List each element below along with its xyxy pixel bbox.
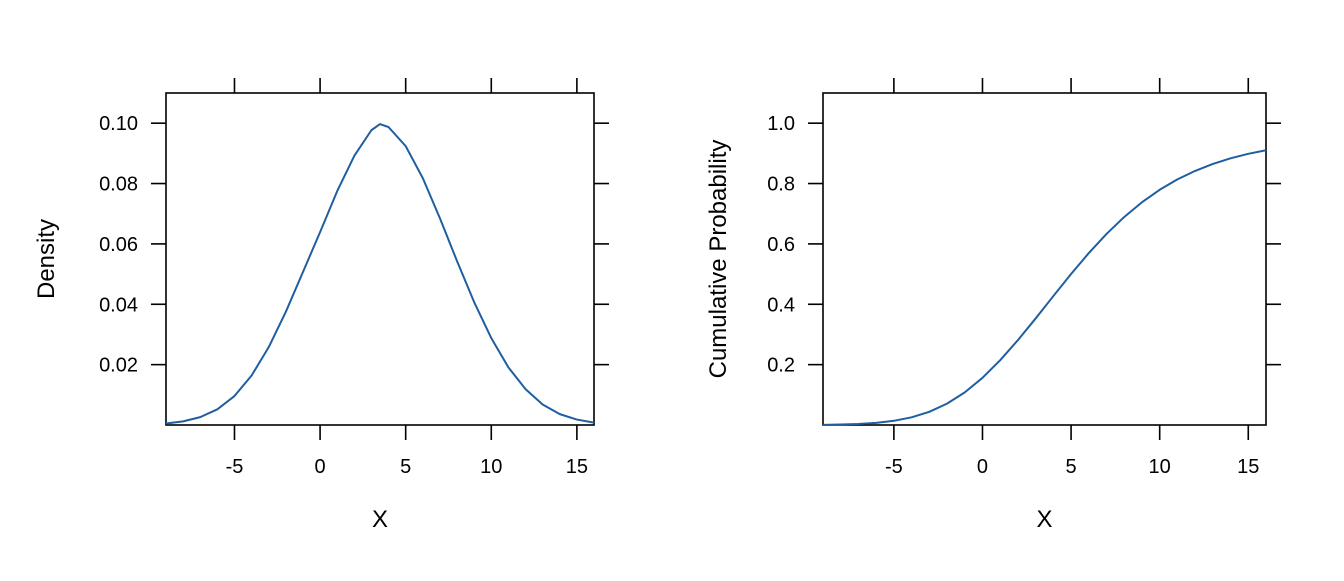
cdf-x-tick-label: 5 bbox=[1066, 456, 1077, 478]
density-y-tick-label: 0.04 bbox=[99, 294, 138, 316]
cdf-x-axis-label: X bbox=[1036, 506, 1052, 533]
cdf-panel: -5 0 5 10 15 0.2 0.4 0.6 0.8 1.0 X Cumulative Pr… bbox=[705, 78, 1281, 533]
cdf-y-ticks: 0.2 0.4 0.6 0.8 1.0 bbox=[767, 113, 1281, 377]
density-plot-frame bbox=[165, 92, 595, 426]
cdf-x-tick-label: -5 bbox=[885, 456, 903, 478]
cdf-plot-frame bbox=[822, 92, 1267, 426]
density-x-tick-label: 15 bbox=[566, 456, 588, 478]
cdf-x-tick-label: 15 bbox=[1237, 456, 1259, 478]
density-x-tick-label: 10 bbox=[480, 456, 502, 478]
density-y-tick-label: 0.08 bbox=[99, 174, 138, 196]
density-x-tick-label: 0 bbox=[315, 456, 326, 478]
density-y-tick-label: 0.02 bbox=[99, 355, 138, 377]
density-y-tick-label: 0.10 bbox=[99, 113, 138, 135]
density-x-ticks: -5 0 5 10 15 bbox=[226, 78, 588, 478]
cdf-x-tick-label: 10 bbox=[1149, 456, 1171, 478]
cdf-curve bbox=[822, 149, 1267, 426]
density-x-axis-label: X bbox=[372, 506, 388, 533]
density-y-ticks: 0.02 0.04 0.06 0.08 0.10 bbox=[99, 113, 609, 377]
cdf-x-ticks: -5 0 5 10 15 bbox=[885, 78, 1259, 478]
density-x-tick-label: 5 bbox=[400, 456, 411, 478]
cdf-x-tick-label: 0 bbox=[977, 456, 988, 478]
cdf-y-tick-label: 0.2 bbox=[767, 355, 795, 377]
density-y-tick-label: 0.06 bbox=[99, 234, 138, 256]
cdf-y-tick-label: 0.6 bbox=[767, 234, 795, 256]
cdf-y-tick-label: 0.8 bbox=[767, 174, 795, 196]
density-x-tick-label: -5 bbox=[226, 456, 244, 478]
density-panel: -5 0 5 10 15 0.02 0.04 0.06 0.08 0.10 X Density bbox=[33, 78, 609, 533]
cdf-y-tick-label: 1.0 bbox=[767, 113, 795, 135]
density-y-axis-label: Density bbox=[33, 219, 60, 299]
cdf-y-tick-label: 0.4 bbox=[767, 294, 795, 316]
density-curve bbox=[165, 123, 595, 425]
cdf-y-axis-label: Cumulative Probability bbox=[705, 140, 732, 379]
